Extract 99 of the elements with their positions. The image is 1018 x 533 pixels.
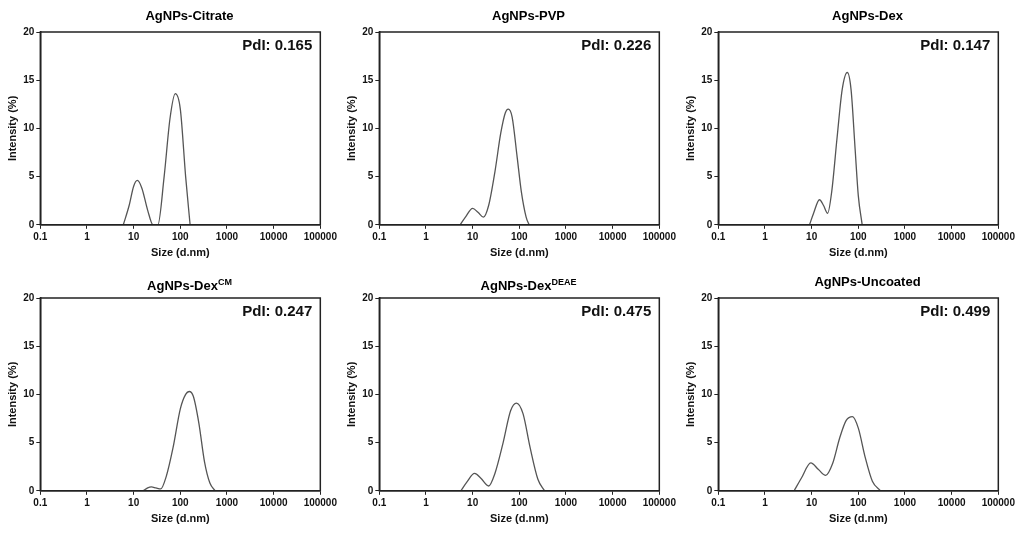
x-tick-label: 1000 [215,496,239,508]
y-tick-label: 15 [701,339,713,351]
y-tick-label: 10 [23,122,35,134]
line-series [808,71,863,225]
x-axis-title: Size (d.nm) [489,246,549,259]
y-tick-label: 0 [706,218,713,230]
x-tick-label: 0.1 [372,230,387,242]
y-tick-label: 20 [362,291,374,303]
x-tick-label: 10 [467,230,479,242]
x-tick-label: 0.1 [33,230,48,242]
y-tick-label: 5 [706,436,713,448]
y-tick-label: 5 [28,170,35,182]
chart-title: AgNPs-Dex [831,7,904,24]
y-axis-title: Intensity (%) [683,361,696,428]
x-tick-label: 1 [762,496,769,508]
x-tick-label: 100000 [642,230,677,242]
x-tick-label: 100 [849,496,868,508]
x-tick-label: 100000 [642,496,677,508]
x-tick-label: 10000 [598,496,627,508]
y-tick-label: 0 [28,218,35,230]
y-axis-title: Intensity (%) [344,361,357,428]
y-tick-label: 15 [23,339,35,351]
x-tick-label: 100000 [303,230,338,242]
x-tick-label: 100000 [303,496,338,508]
y-tick-label: 15 [362,339,374,351]
annotation: PdI: 0.147 [920,35,991,53]
annotation: PdI: 0.499 [920,301,991,319]
y-tick-label: 10 [23,388,35,400]
x-tick-label: 100 [510,230,529,242]
x-tick-label: 10 [806,230,818,242]
x-tick-label: 10000 [259,496,288,508]
x-tick-label: 1 [423,496,430,508]
chart-title: AgNPs-Uncoated [813,273,922,290]
x-tick-label: 10 [128,230,140,242]
line-series [460,402,546,491]
annotation: PdI: 0.226 [581,35,652,53]
x-tick-label: 1000 [554,230,578,242]
x-tick-label: 1 [762,230,769,242]
y-tick-label: 0 [367,484,374,496]
x-axis-title: Size (d.nm) [150,512,210,525]
x-tick-label: 0.1 [33,496,48,508]
x-tick-label: 0.1 [711,496,726,508]
x-tick-label: 0.1 [711,230,726,242]
y-tick-label: 10 [362,122,374,134]
x-axis-title: Size (d.nm) [150,246,210,259]
y-tick-label: 20 [362,25,374,37]
chart-title: AgNPs-Dex$^{CM}$ [146,276,233,294]
y-tick-label: 0 [367,218,374,230]
x-axis-title: Size (d.nm) [828,512,888,525]
y-tick-label: 20 [701,291,713,303]
x-tick-label: 10000 [937,496,966,508]
y-tick-label: 0 [706,484,713,496]
line-series [122,93,191,225]
y-tick-label: 10 [701,388,713,400]
y-tick-label: 20 [701,25,713,37]
x-axis-title: Size (d.nm) [828,246,888,259]
y-tick-label: 20 [23,25,35,37]
annotation: PdI: 0.165 [242,35,313,53]
chart-title: AgNPs-Dex$^{DEAE}$ [479,276,578,294]
y-axis-title: Intensity (%) [5,95,18,162]
x-tick-label: 100 [510,496,529,508]
x-tick-label: 1000 [554,496,578,508]
annotation: PdI: 0.475 [581,301,652,319]
x-tick-label: 1 [84,230,91,242]
x-tick-label: 1000 [893,496,917,508]
y-tick-label: 20 [23,291,35,303]
x-tick-label: 10 [467,496,479,508]
x-tick-label: 1000 [215,230,239,242]
y-tick-label: 15 [701,73,713,85]
y-tick-label: 5 [367,170,374,182]
x-tick-label: 10000 [937,230,966,242]
x-tick-label: 100000 [981,230,1016,242]
y-tick-label: 5 [28,436,35,448]
y-tick-label: 10 [362,388,374,400]
y-tick-label: 15 [362,73,374,85]
y-tick-label: 10 [701,122,713,134]
x-tick-label: 0.1 [372,496,387,508]
y-tick-label: 15 [23,73,35,85]
annotation: PdI: 0.247 [242,301,313,319]
chart-title: AgNPs-PVP [491,7,566,24]
x-axis-title: Size (d.nm) [489,512,549,525]
y-axis-title: Intensity (%) [5,361,18,428]
x-tick-label: 10 [128,496,140,508]
y-axis-title: Intensity (%) [344,95,357,162]
y-tick-label: 5 [367,436,374,448]
y-tick-label: 5 [706,170,713,182]
x-tick-label: 1 [423,230,430,242]
x-tick-label: 1000 [893,230,917,242]
x-tick-label: 10000 [598,230,627,242]
x-tick-label: 100 [849,230,868,242]
x-tick-label: 10000 [259,230,288,242]
y-axis-title: Intensity (%) [683,95,696,162]
chart-title: AgNPs-Citrate [144,7,235,24]
y-tick-label: 0 [28,484,35,496]
x-tick-label: 100000 [981,496,1016,508]
x-tick-label: 1 [84,496,91,508]
x-tick-label: 100 [171,496,190,508]
x-tick-label: 10 [806,496,818,508]
x-tick-label: 100 [171,230,190,242]
